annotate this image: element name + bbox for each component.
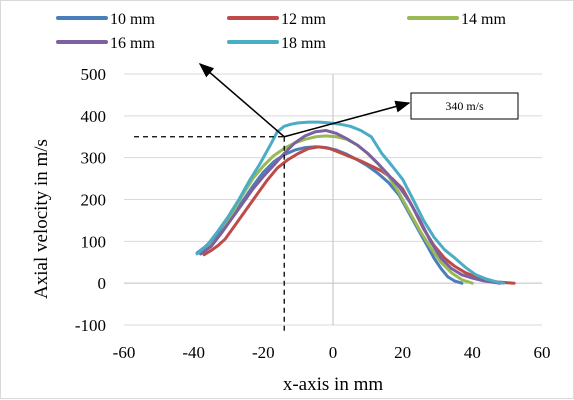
legend-entry: 18 mm — [227, 35, 326, 52]
x-axis-title: x-axis in mm — [283, 374, 383, 395]
series-lines — [195, 120, 516, 285]
legend-label: 18 mm — [281, 35, 326, 52]
x-tick-label: 20 — [394, 343, 411, 362]
y-tick-label: -100 — [75, 316, 106, 335]
tick-labels: 500 400 300 200 100 0 -100 -60 -40 -20 0 20 40 60 — [75, 65, 551, 362]
y-tick-label: 0 — [98, 274, 107, 293]
legend-entry: 12 mm — [227, 11, 326, 28]
x-tick-label: -20 — [252, 343, 275, 362]
y-tick-label: 100 — [81, 232, 107, 251]
y-axis-title: Axial velocity in m/s — [31, 139, 52, 299]
annotation-layer: 340 m/s — [134, 63, 519, 333]
y-tick-label: 200 — [81, 191, 107, 210]
legend-label: 12 mm — [281, 11, 326, 28]
x-tick-label: 60 — [534, 343, 551, 362]
legend: 10 mm 12 mm 14 mm 16 mm 18 mm — [56, 11, 506, 52]
y-tick-label: 500 — [81, 65, 107, 84]
x-tick-label: 0 — [329, 343, 338, 362]
series-line — [202, 145, 516, 285]
x-tick-label: 40 — [464, 343, 481, 362]
x-tick-label: -40 — [182, 343, 205, 362]
legend-entry: 14 mm — [407, 11, 506, 28]
annotation-box — [410, 92, 519, 120]
series-line — [195, 120, 506, 285]
legend-entry: 16 mm — [56, 35, 155, 52]
legend-label: 10 mm — [110, 11, 155, 28]
legend-entry: 10 mm — [56, 11, 155, 28]
legend-label: 14 mm — [461, 11, 506, 28]
legend-label: 16 mm — [110, 35, 155, 52]
series-line — [199, 129, 502, 285]
y-tick-label: 300 — [81, 149, 107, 168]
arrow-to-legend — [198, 63, 285, 138]
y-tick-label: 400 — [81, 107, 107, 126]
arrow-to-label — [284, 100, 411, 138]
annotation-label: 340 m/s — [445, 99, 484, 113]
x-tick-label: -60 — [113, 343, 136, 362]
